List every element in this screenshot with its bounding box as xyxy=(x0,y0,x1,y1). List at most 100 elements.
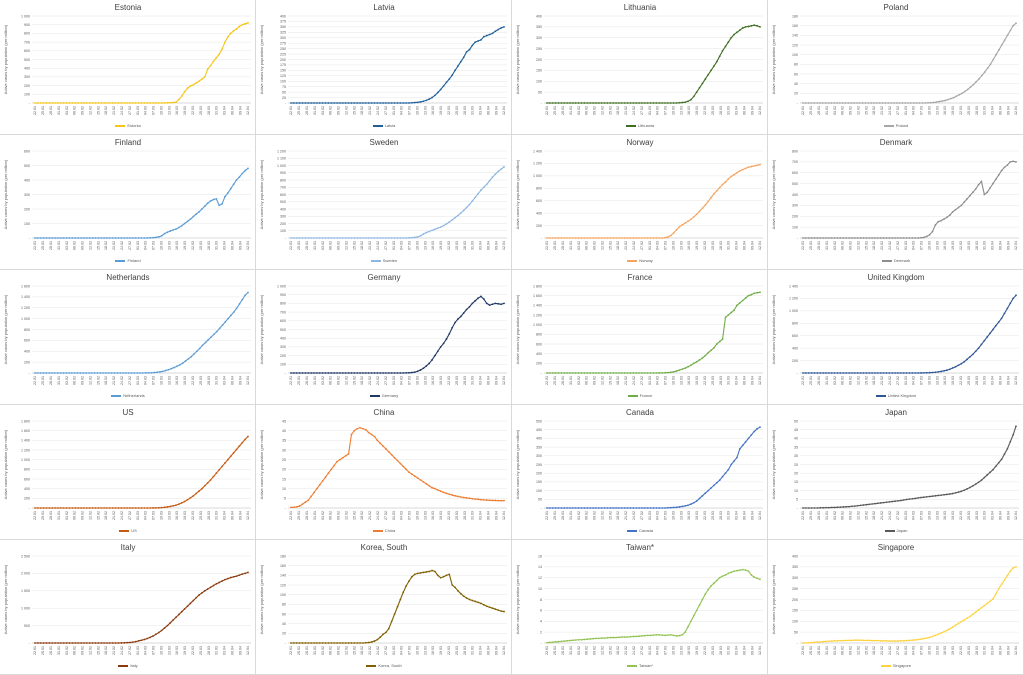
x-tick-label: 31.03 xyxy=(983,106,987,115)
data-point xyxy=(410,101,413,104)
x-tick-label: 12.02 xyxy=(88,241,92,250)
data-point xyxy=(339,458,341,461)
x-tick-label: 28.01 xyxy=(817,376,821,385)
data-point xyxy=(451,74,454,77)
data-point xyxy=(931,635,934,638)
data-point xyxy=(448,493,451,496)
data-point xyxy=(226,458,229,461)
x-tick-label: 10.03 xyxy=(927,376,931,385)
data-point xyxy=(954,491,957,494)
x-tick-label: 31.03 xyxy=(983,241,987,250)
x-tick-label: 22.01 xyxy=(33,241,37,250)
y-tick-label: 500 xyxy=(792,182,798,186)
x-tick-label: 31.01 xyxy=(313,511,317,520)
data-point xyxy=(34,372,36,374)
x-tick-label: 12.04 xyxy=(502,241,506,250)
x-tick-label: 16.03 xyxy=(943,646,947,655)
x-tick-label: 12.02 xyxy=(88,511,92,520)
y-tick-label: - xyxy=(285,641,287,645)
data-point xyxy=(497,302,500,305)
data-point xyxy=(99,372,102,374)
data-point xyxy=(836,102,838,104)
data-point xyxy=(618,636,620,639)
data-point xyxy=(54,507,57,509)
data-point xyxy=(370,237,373,239)
data-point xyxy=(405,102,408,104)
data-point xyxy=(810,641,813,644)
y-tick-label: 200 xyxy=(792,598,798,602)
data-point xyxy=(879,372,882,374)
y-tick-label: 1 600 xyxy=(21,429,30,433)
data-point xyxy=(566,639,569,642)
x-tick-label: 07.03 xyxy=(408,241,412,250)
x-tick-label: 22.03 xyxy=(447,646,451,655)
x-tick-label: 31.03 xyxy=(215,106,219,115)
x-tick-label: 01.03 xyxy=(648,646,652,655)
data-point xyxy=(946,369,948,372)
x-tick-label: 06.04 xyxy=(742,511,746,520)
data-point xyxy=(36,237,39,239)
data-point xyxy=(224,320,227,323)
chart-title: Norway xyxy=(626,138,654,147)
data-point xyxy=(224,462,226,464)
x-tick-label: 21.02 xyxy=(368,511,372,520)
y-tick-label: 16 xyxy=(538,554,542,558)
data-point xyxy=(134,507,137,509)
data-point xyxy=(327,642,330,644)
x-tick-label: 03.02 xyxy=(321,376,325,385)
data-point xyxy=(298,642,301,644)
data-point xyxy=(42,237,45,239)
data-point xyxy=(871,237,873,239)
x-tick-label: 28.03 xyxy=(975,646,979,655)
data-point xyxy=(42,372,45,374)
data-point xyxy=(51,507,54,509)
x-tick-label: 01.03 xyxy=(904,376,908,385)
data-point xyxy=(175,101,177,104)
x-tick-label: 12.04 xyxy=(1014,376,1018,385)
data-point xyxy=(238,574,241,577)
data-point xyxy=(589,507,592,509)
y-tick-label: 800 xyxy=(792,149,798,153)
x-tick-label: 18.02 xyxy=(616,511,620,520)
data-point xyxy=(477,192,479,195)
x-tick-label: 13.03 xyxy=(679,241,683,250)
data-point xyxy=(97,102,100,104)
data-point xyxy=(548,507,551,509)
data-point xyxy=(290,642,292,644)
data-point xyxy=(180,502,183,504)
data-point xyxy=(983,339,986,342)
data-point xyxy=(459,592,462,595)
data-point xyxy=(603,372,606,374)
data-point xyxy=(759,163,761,166)
x-tick-label: 09.04 xyxy=(1006,511,1010,520)
data-point xyxy=(445,81,448,84)
chart-legend: Canada xyxy=(512,528,768,533)
data-point xyxy=(224,195,226,198)
data-point xyxy=(612,237,615,239)
data-point xyxy=(977,481,980,484)
data-point xyxy=(367,372,370,374)
data-point xyxy=(80,237,82,239)
data-point xyxy=(574,507,577,509)
x-tick-label: 03.04 xyxy=(991,646,995,655)
series-line xyxy=(547,24,761,104)
x-tick-label: 09.04 xyxy=(238,241,242,250)
data-point xyxy=(658,102,661,104)
data-point xyxy=(635,635,638,638)
data-point xyxy=(488,606,491,609)
y-tick-label: 400 xyxy=(24,487,30,491)
series-line xyxy=(291,166,505,239)
data-point xyxy=(408,580,410,583)
data-point xyxy=(183,500,186,503)
y-tick-label: 600 xyxy=(792,171,798,175)
x-tick-label: 03.04 xyxy=(991,511,995,520)
x-tick-label: 15.02 xyxy=(96,241,100,250)
data-point xyxy=(641,372,643,374)
data-point xyxy=(244,22,247,25)
x-tick-label: 01.03 xyxy=(648,376,652,385)
x-tick-label: 07.03 xyxy=(920,106,924,115)
x-tick-label: 06.04 xyxy=(998,376,1002,385)
chart-panel: Sweden Active cases by population (per mi… xyxy=(256,135,512,270)
data-point xyxy=(713,192,715,195)
data-point xyxy=(45,507,48,509)
